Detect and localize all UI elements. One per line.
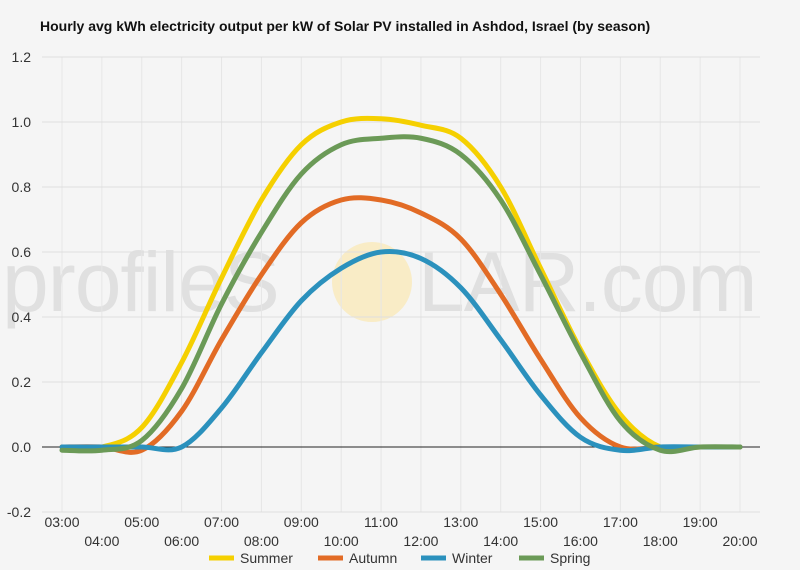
x-tick-label: 20:00 <box>722 533 757 549</box>
x-tick-label: 16:00 <box>563 533 598 549</box>
y-tick-label: 0.8 <box>12 179 32 195</box>
x-axis-ticks: 03:00 04:00 05:00 06:00 07:00 08:00 09:00 10:00… <box>44 514 757 549</box>
y-tick-label: 0.0 <box>12 439 32 455</box>
x-tick-label: 04:00 <box>84 533 119 549</box>
watermark: profileS LAR.com <box>2 235 757 329</box>
x-tick-label: 17:00 <box>603 514 638 530</box>
series-line-autumn <box>59 195 743 455</box>
x-tick-label: 18:00 <box>643 533 678 549</box>
y-tick-label: 1.0 <box>12 114 32 130</box>
y-tick-label: 0.6 <box>12 244 32 260</box>
series-line-winter <box>59 248 743 454</box>
x-tick-label: 15:00 <box>523 514 558 530</box>
series-lines <box>59 115 743 455</box>
x-tick-label: 08:00 <box>244 533 279 549</box>
x-tick-label: 03:00 <box>44 514 79 530</box>
series-line-spring <box>59 134 743 455</box>
watermark-text-right: LAR.com <box>418 235 756 329</box>
y-tick-label: -0.2 <box>7 504 31 520</box>
x-tick-label: 11:00 <box>364 514 398 530</box>
legend: Summer Autumn Winter Spring <box>209 550 590 566</box>
legend-label-summer: Summer <box>240 550 293 566</box>
y-tick-label: 0.2 <box>12 374 32 390</box>
legend-label-winter: Winter <box>452 550 493 566</box>
legend-label-spring: Spring <box>550 550 590 566</box>
x-tick-label: 09:00 <box>284 514 319 530</box>
x-tick-label: 13:00 <box>443 514 478 530</box>
x-tick-label: 14:00 <box>483 533 518 549</box>
y-tick-label: 1.2 <box>12 49 32 65</box>
x-tick-label: 19:00 <box>683 514 718 530</box>
legend-label-autumn: Autumn <box>349 550 397 566</box>
x-tick-label: 05:00 <box>124 514 159 530</box>
x-tick-label: 10:00 <box>324 533 359 549</box>
y-axis-ticks: -0.2 0.0 0.2 0.4 0.6 0.8 1.0 1.2 <box>7 49 31 520</box>
chart-title: Hourly avg kWh electricity output per kW… <box>40 18 651 34</box>
x-tick-label: 12:00 <box>403 533 438 549</box>
grid <box>42 56 760 513</box>
x-tick-label: 07:00 <box>204 514 239 530</box>
x-tick-label: 06:00 <box>164 533 199 549</box>
y-tick-label: 0.4 <box>12 309 32 325</box>
series-line-summer <box>59 115 743 452</box>
